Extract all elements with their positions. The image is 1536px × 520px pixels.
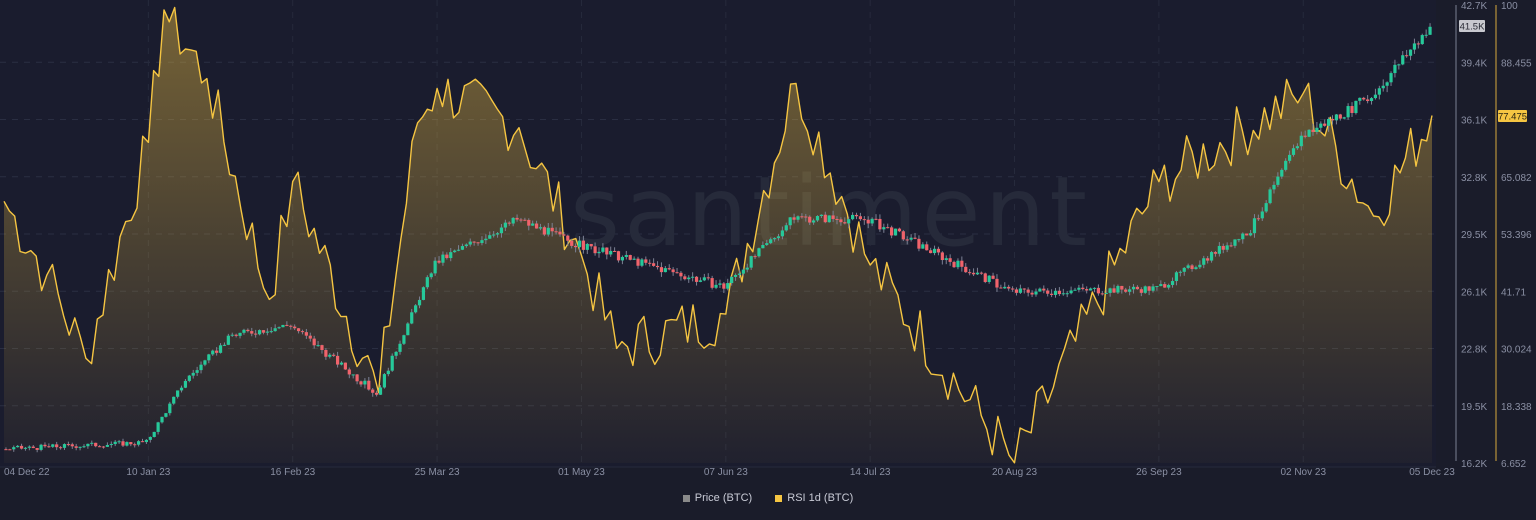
rsi-current-badge: 77.475 (1498, 110, 1527, 123)
x-tick-label: 10 Jan 23 (126, 467, 170, 478)
price-tick-label: 39.4K (1461, 58, 1487, 69)
price-tick-label: 22.8K (1461, 345, 1487, 356)
rsi-axis-labels: 100 88.455 65.082 53.396 41.71 30.024 18.338 6.… (1501, 1, 1532, 470)
price-tick-label: 32.8K (1461, 173, 1487, 184)
price-current-badge: 41.5K (1459, 20, 1485, 33)
rsi-tick-label: 6.652 (1501, 459, 1526, 470)
x-tick-label: 04 Dec 22 (4, 467, 50, 478)
rsi-line[interactable] (3, 6, 1433, 464)
price-tick-label: 19.5K (1461, 402, 1487, 413)
rsi-tick-label: 30.024 (1501, 345, 1532, 356)
legend-item-rsi[interactable]: RSI 1d (BTC) (775, 492, 853, 504)
price-tick-label: 42.7K (1461, 1, 1487, 12)
legend-label-rsi: RSI 1d (BTC) (787, 492, 854, 504)
legend-item-price[interactable]: Price (BTC) (682, 492, 753, 504)
x-tick-label: 16 Feb 23 (270, 467, 315, 478)
x-tick-label: 14 Jul 23 (850, 467, 891, 478)
x-tick-label: 05 Dec 23 (1409, 467, 1455, 478)
rsi-swatch-icon (775, 494, 783, 502)
rsi-tick-label: 41.71 (1501, 287, 1526, 298)
price-tick-label: 26.1K (1461, 287, 1487, 298)
price-tick-label: 36.1K (1461, 116, 1487, 127)
x-tick-label: 07 Jun 23 (704, 467, 748, 478)
price-tick-label: 29.5K (1461, 230, 1487, 241)
x-tick-label: 02 Nov 23 (1280, 467, 1326, 478)
rsi-tick-label: 18.338 (1501, 402, 1532, 413)
price-candles[interactable] (4, 23, 1432, 453)
legend-label-price: Price (BTC) (694, 492, 753, 504)
svg-text:41.5K: 41.5K (1460, 22, 1485, 33)
rsi-tick-label: 53.396 (1501, 230, 1532, 241)
chart-legend: Price (BTC) RSI 1d (BTC) (0, 492, 1536, 505)
rsi-area (4, 7, 1432, 463)
price-tick-label: 16.2K (1461, 459, 1487, 470)
x-tick-label: 01 May 23 (558, 467, 605, 478)
x-tick-label: 26 Sep 23 (1136, 467, 1182, 478)
rsi-tick-label: 100 (1501, 1, 1518, 12)
price-axis-labels: 42.7K 39.4K 36.1K 32.8K 29.5K 26.1K 22.8K 19.5K… (1461, 1, 1487, 470)
rsi-tick-label: 65.082 (1501, 173, 1532, 184)
x-tick-label: 20 Aug 23 (992, 467, 1037, 478)
svg-text:77.475: 77.475 (1498, 112, 1527, 123)
x-tick-label: 25 Mar 23 (415, 467, 460, 478)
rsi-tick-label: 88.455 (1501, 58, 1532, 69)
x-axis-labels: 04 Dec 22 10 Jan 23 16 Feb 23 25 Mar 23 01 M… (4, 467, 1455, 478)
price-swatch-icon (682, 494, 690, 502)
